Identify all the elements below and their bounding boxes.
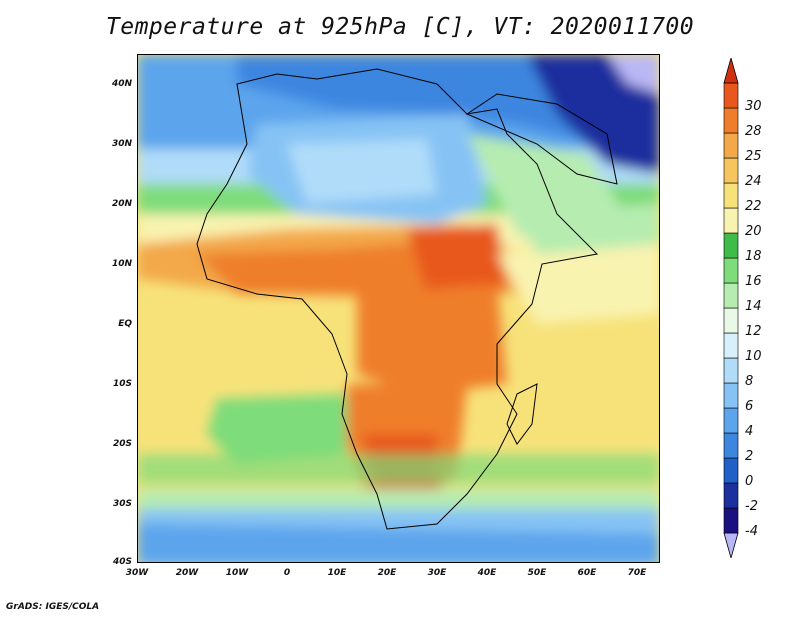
colorbar-tick-label: 16 (745, 274, 762, 289)
colorbar-tick-label: -2 (745, 499, 758, 514)
map-panel (137, 54, 660, 563)
lat-label: 10N (111, 259, 132, 269)
colorbar-tick-label: 10 (745, 349, 762, 364)
colorbar-tick-label: 0 (745, 474, 754, 489)
colorbar-segment (723, 307, 739, 334)
colorbar-segment (723, 82, 739, 109)
lat-label: 30S (112, 499, 132, 509)
lon-label: 20E (377, 568, 397, 578)
colorbar-tick-label: 2 (745, 449, 754, 464)
colorbar-tick-label: 22 (745, 199, 762, 214)
lon-label: 60E (577, 568, 597, 578)
lon-label: 70E (627, 568, 647, 578)
colorbar-segment (723, 282, 739, 309)
colorbar-tick-label: 6 (745, 399, 754, 414)
map-title: Temperature at 925hPa [C], VT: 202001170… (105, 14, 695, 40)
lat-label: EQ (118, 319, 132, 329)
colorbar-segment (723, 482, 739, 509)
colorbar-tick-label: 30 (745, 99, 762, 114)
colorbar-segment (723, 207, 739, 234)
colorbar-segment (723, 257, 739, 284)
lat-label: 30N (111, 139, 132, 149)
colorbar-tick-label: 4 (745, 424, 754, 439)
colorbar-segment (723, 232, 739, 259)
colorbar-segment (723, 457, 739, 484)
colorbar-tick-label: 18 (745, 249, 762, 264)
lat-label: 40N (111, 79, 132, 89)
colorbar-tick-label: 14 (745, 299, 762, 314)
colorbar-segment (723, 132, 739, 159)
lat-label: 40S (112, 557, 132, 567)
colorbar-tick-label: 8 (745, 374, 754, 389)
colorbar-max-triangle (723, 58, 739, 84)
coastlines (196, 68, 618, 530)
lon-label: 20W (175, 568, 199, 578)
lon-label: 10W (225, 568, 249, 578)
lat-label: 10S (112, 379, 132, 389)
colorbar-segment (723, 382, 739, 409)
lon-label: 0 (283, 568, 291, 578)
lon-label: 50E (527, 568, 547, 578)
lon-label: 40E (477, 568, 497, 578)
colorbar-segment (723, 182, 739, 209)
lon-label: 30W (125, 568, 149, 578)
credit-text: GrADS: IGES/COLA (6, 602, 100, 612)
colorbar-tick-label: 20 (745, 224, 762, 239)
colorbar (723, 58, 739, 558)
colorbar-tick-label: 28 (745, 124, 762, 139)
colorbar-segment (723, 107, 739, 134)
colorbar-segment (723, 357, 739, 384)
colorbar-tick-label: 24 (745, 174, 762, 189)
lat-label: 20N (111, 199, 132, 209)
colorbar-tick-label: -4 (745, 524, 758, 539)
colorbar-tick-label: 25 (745, 149, 762, 164)
lat-label: 20S (112, 439, 132, 449)
lon-label: 30E (427, 568, 447, 578)
colorbar-segment (723, 507, 739, 534)
colorbar-segment (723, 407, 739, 434)
temperature-map (137, 54, 660, 563)
lon-label: 10E (327, 568, 347, 578)
colorbar-tick-label: 12 (745, 324, 762, 339)
map-frame (137, 54, 660, 563)
colorbar-min-triangle (723, 532, 739, 558)
colorbar-segment (723, 432, 739, 459)
colorbar-segment (723, 332, 739, 359)
colorbar-segment (723, 157, 739, 184)
